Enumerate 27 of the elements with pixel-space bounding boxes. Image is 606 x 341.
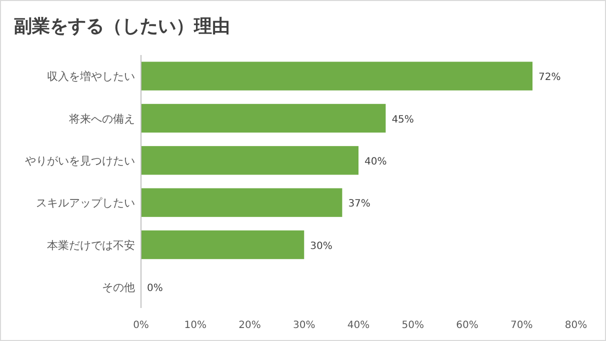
data-label: 72% xyxy=(538,72,561,84)
bar xyxy=(141,188,342,217)
x-tick-label: 0% xyxy=(133,320,149,331)
data-label: 0% xyxy=(147,282,163,294)
x-tick-label: 70% xyxy=(510,320,533,331)
x-tick-label: 10% xyxy=(184,320,206,331)
y-tick-label: 将来への備え xyxy=(68,112,135,126)
y-tick-label: スキルアップしたい xyxy=(36,196,135,210)
bar xyxy=(141,62,532,90)
y-tick-label: 収入を増やしたい xyxy=(47,70,135,84)
y-tick-label: その他 xyxy=(102,280,135,294)
x-tick-label: 60% xyxy=(456,320,478,331)
y-tick-label: 本業だけでは不安 xyxy=(47,238,135,252)
data-label: 45% xyxy=(392,114,414,126)
bar xyxy=(141,146,358,175)
x-tick-label: 20% xyxy=(238,320,261,331)
x-tick-label: 40% xyxy=(347,320,370,331)
data-label: 30% xyxy=(310,240,332,252)
bar xyxy=(141,230,304,260)
bar xyxy=(141,104,386,133)
chart-title: 副業をする（したい）理由 xyxy=(14,16,230,37)
x-tick-label: 30% xyxy=(293,320,316,331)
x-tick-label: 80% xyxy=(564,320,588,331)
data-label: 40% xyxy=(364,156,387,168)
x-tick-label: 50% xyxy=(402,320,424,331)
y-tick-label: やりがいを見つけたい xyxy=(25,154,135,168)
data-label: 37% xyxy=(348,198,370,210)
